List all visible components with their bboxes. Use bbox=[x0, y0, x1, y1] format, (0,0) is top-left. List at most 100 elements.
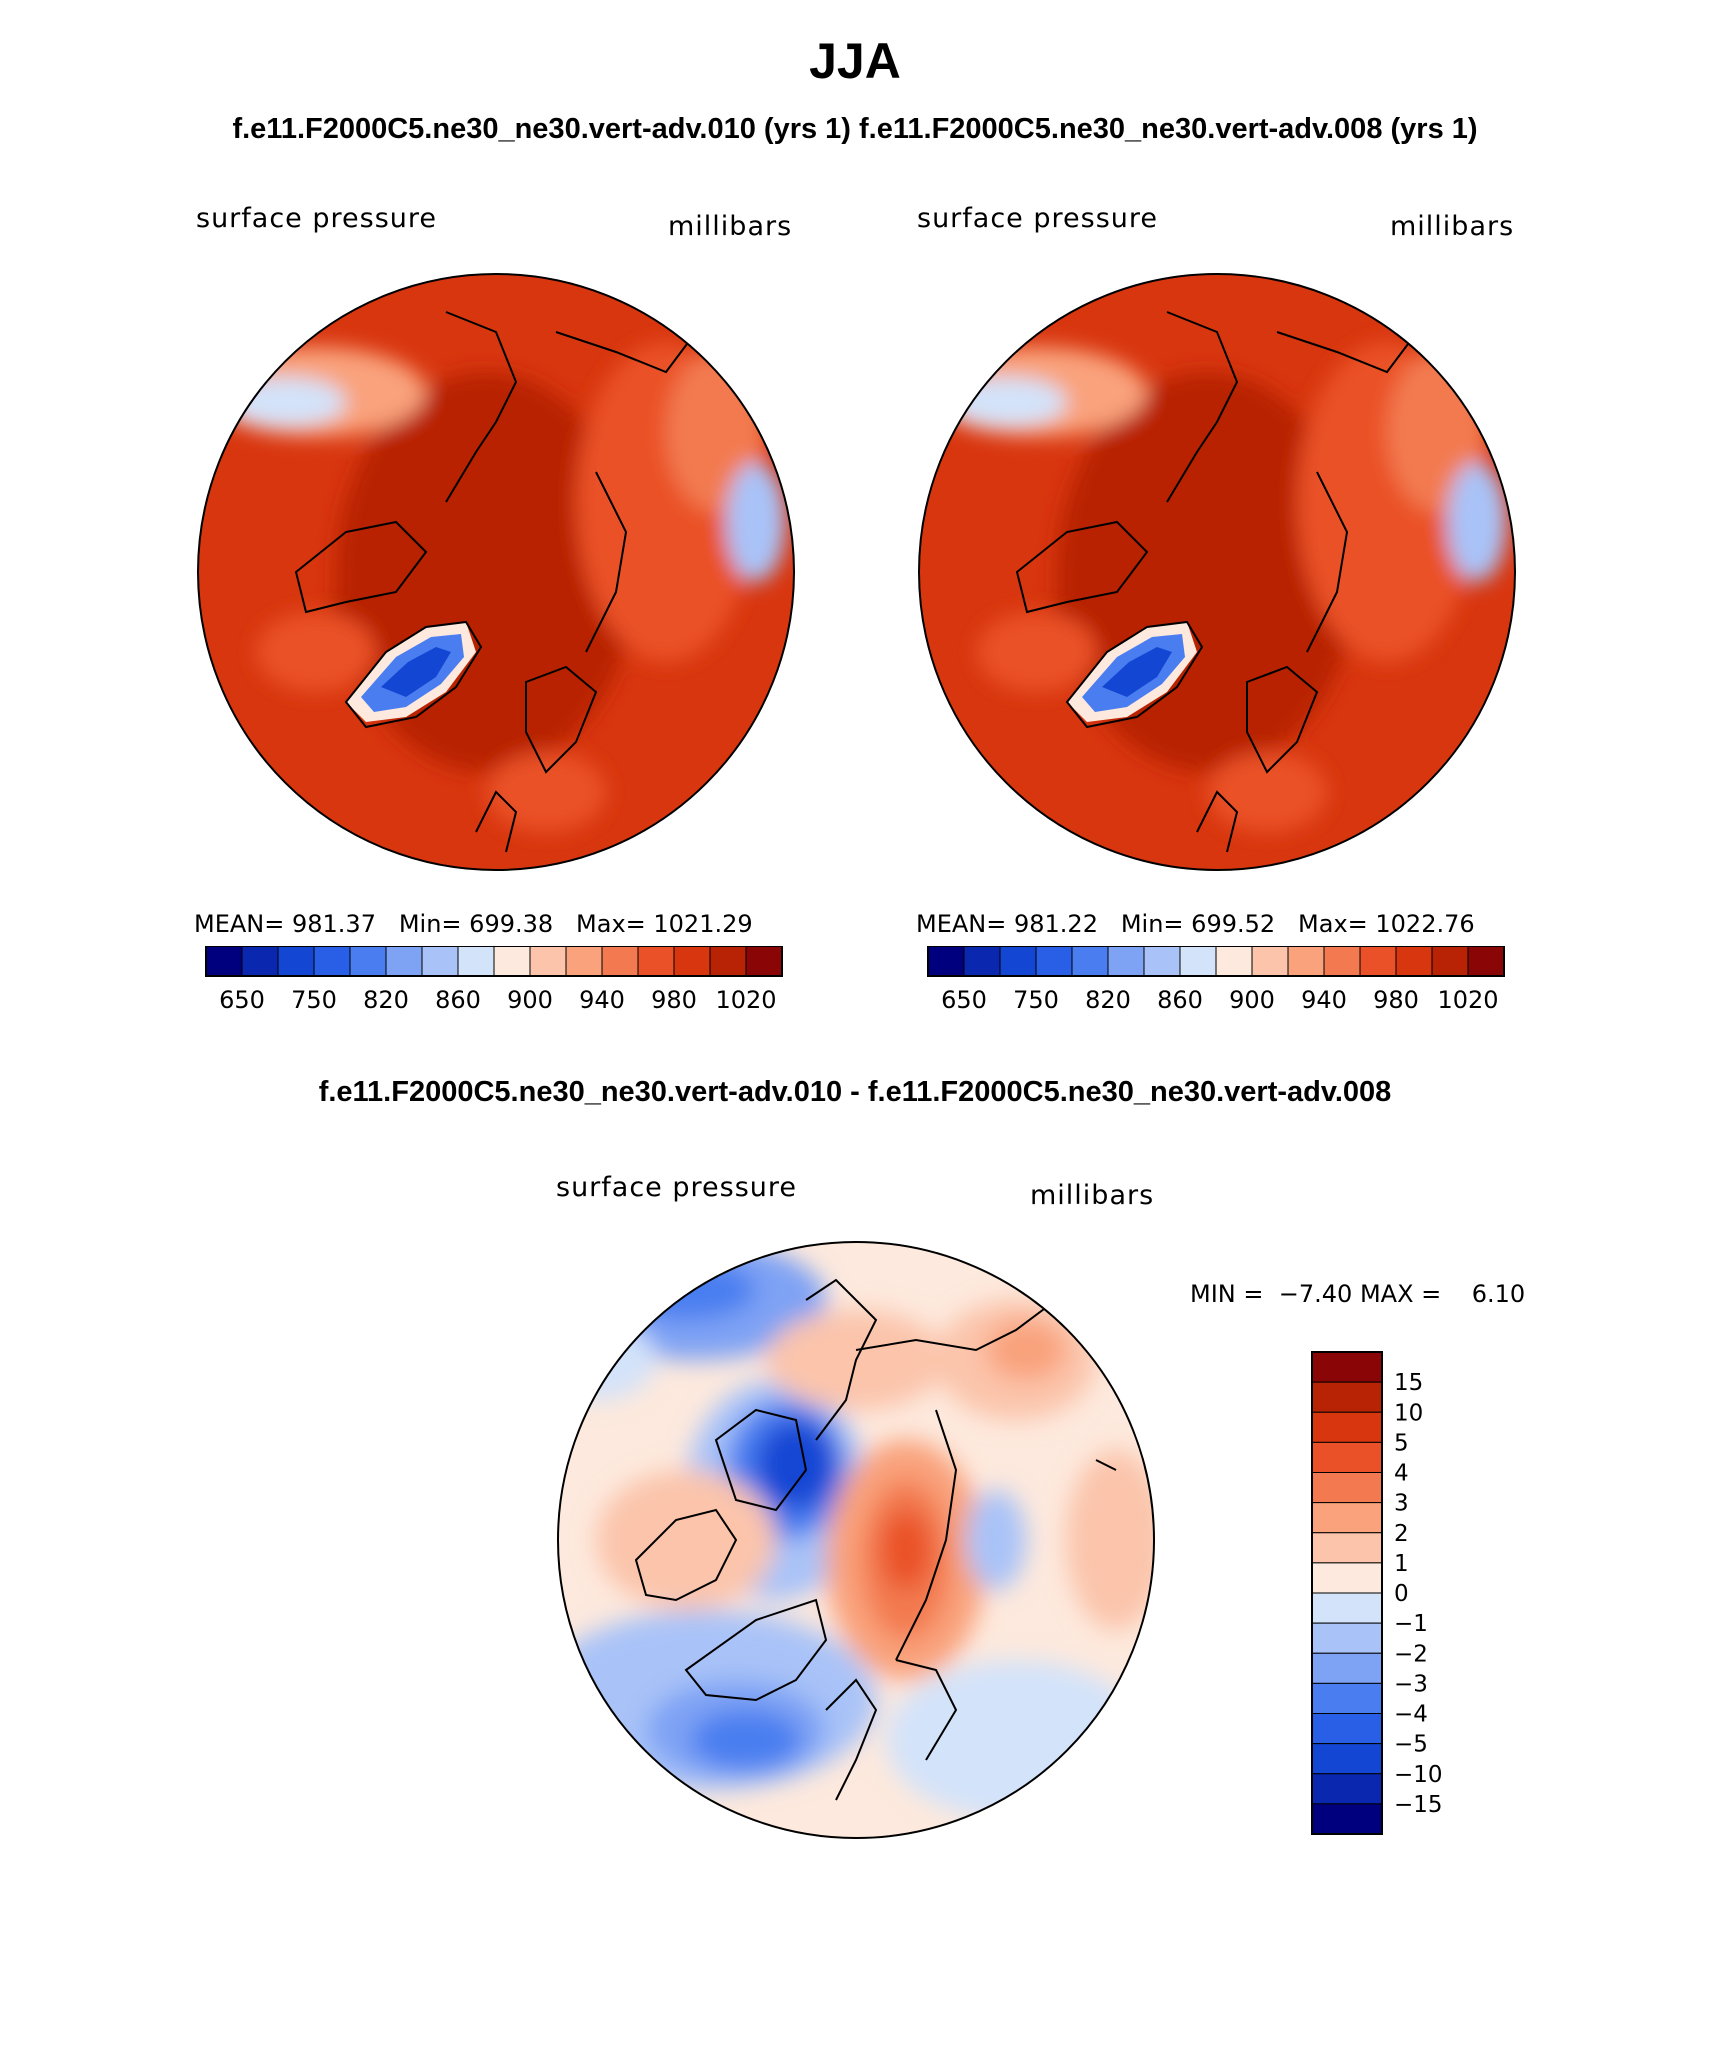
colorbar-abs-cell bbox=[205, 946, 243, 977]
colorbar-diff-tick-label: 3 bbox=[1394, 1491, 1409, 1517]
colorbar-abs-cell bbox=[1071, 946, 1109, 977]
panel1-units: millibars bbox=[668, 211, 793, 242]
colorbar-abs-cell bbox=[1215, 946, 1253, 977]
colorbar-abs-tick-label: 940 bbox=[1301, 986, 1347, 1014]
panel1-stats: MEAN= 981.37 Min= 699.38 Max= 1021.29 bbox=[194, 910, 753, 938]
colorbar-abs-tick-label: 650 bbox=[941, 986, 987, 1014]
colorbar-abs-cell bbox=[927, 946, 965, 977]
colorbar-abs-tick-label: 980 bbox=[1373, 986, 1419, 1014]
colorbar-diff-cell bbox=[1311, 1532, 1383, 1564]
colorbar-abs-cell bbox=[1359, 946, 1397, 977]
panel2-colorbar: 650 750 820 860 900 940 980 1020 bbox=[927, 946, 1505, 1014]
colorbar-abs-cell bbox=[385, 946, 423, 977]
colorbar-diff-cell bbox=[1311, 1743, 1383, 1775]
colorbar-abs-cell bbox=[1143, 946, 1181, 977]
colorbar-abs-cell bbox=[637, 946, 675, 977]
colorbar-abs-cell bbox=[601, 946, 639, 977]
colorbar-abs-tick-label: 750 bbox=[1013, 986, 1059, 1014]
panel2-coastlines bbox=[1015, 291, 1438, 853]
colorbar-abs-cell bbox=[1395, 946, 1433, 977]
colorbar-diff-cell bbox=[1311, 1381, 1383, 1413]
colorbar-abs-tick-label: 860 bbox=[435, 986, 481, 1014]
panel2-variable: surface pressure bbox=[917, 203, 1158, 234]
colorbar-diff-cell bbox=[1311, 1472, 1383, 1504]
colorbar-abs-cell bbox=[1431, 946, 1469, 977]
colorbar-diff-tick-label: −5 bbox=[1394, 1732, 1428, 1758]
colorbar-abs-tick-label: 860 bbox=[1157, 986, 1203, 1014]
colorbar-abs-cell bbox=[709, 946, 747, 977]
panel3-max-value: 6.10 bbox=[1471, 1280, 1526, 1308]
colorbar-abs-cell bbox=[963, 946, 1001, 977]
colorbar-diff-tick-label: 5 bbox=[1394, 1430, 1409, 1456]
colorbar-diff-cell bbox=[1311, 1351, 1383, 1383]
colorbar-abs-cell bbox=[1179, 946, 1217, 977]
colorbar-abs-tick-label: 1020 bbox=[1437, 986, 1498, 1014]
panel3-units: millibars bbox=[1030, 1180, 1155, 1211]
colorbar-abs-tick-label: 650 bbox=[219, 986, 265, 1014]
colorbar-abs-cell bbox=[1467, 946, 1505, 977]
colorbar-diff-tick-label: 15 bbox=[1394, 1370, 1423, 1396]
colorbar-diff-tick-label: 10 bbox=[1394, 1400, 1423, 1426]
panel3-map-border bbox=[557, 1241, 1155, 1839]
season-title: JJA bbox=[809, 33, 901, 89]
colorbar-abs-tick-label: 980 bbox=[651, 986, 697, 1014]
colorbar-diff-cell bbox=[1311, 1441, 1383, 1473]
colorbar-abs-cell bbox=[673, 946, 711, 977]
colorbar-abs-cell bbox=[529, 946, 567, 977]
colorbar-diff-tick-label: −4 bbox=[1394, 1702, 1428, 1728]
colorbar-diff-cell bbox=[1311, 1562, 1383, 1594]
colorbar-abs-tick-label: 820 bbox=[1085, 986, 1131, 1014]
difference-title: f.e11.F2000C5.ne30_ne30.vert-adv.010 - f… bbox=[318, 1076, 1392, 1108]
colorbar-abs-cell bbox=[493, 946, 531, 977]
colorbar-diff-tick-label: −10 bbox=[1394, 1762, 1443, 1788]
colorbar-abs-cell bbox=[421, 946, 459, 977]
colorbar-diff-tick-label: 0 bbox=[1394, 1581, 1409, 1607]
panel1-coastlines bbox=[294, 291, 717, 853]
panel3-variable: surface pressure bbox=[556, 1172, 797, 1203]
colorbar-diff-cell bbox=[1311, 1773, 1383, 1805]
panel3-min-value: −7.40 bbox=[1278, 1280, 1353, 1308]
colorbar-abs-cell bbox=[745, 946, 783, 977]
colorbar-abs-cell bbox=[999, 946, 1037, 977]
panel2-map bbox=[918, 273, 1516, 871]
colorbar-abs-cell bbox=[1323, 946, 1361, 977]
colorbar-abs-cell bbox=[349, 946, 387, 977]
panel3-coastlines bbox=[634, 1269, 1117, 1801]
colorbar-diff-cell bbox=[1311, 1713, 1383, 1745]
colorbar-diff-tick-label: 2 bbox=[1394, 1521, 1409, 1547]
colorbar-abs-tick-label: 940 bbox=[579, 986, 625, 1014]
colorbar-abs-cell bbox=[1035, 946, 1073, 977]
colorbar-abs-cell bbox=[1287, 946, 1325, 977]
colorbar-diff-cell bbox=[1311, 1682, 1383, 1714]
colorbar-abs-cell bbox=[1251, 946, 1289, 977]
colorbar-abs-cell bbox=[457, 946, 495, 977]
panel3-min-label: MIN = bbox=[1190, 1280, 1264, 1308]
colorbar-abs-tick-label: 900 bbox=[507, 986, 553, 1014]
panel1-map-border bbox=[197, 273, 795, 871]
colorbar-diff-tick-label: 1 bbox=[1394, 1551, 1409, 1577]
panel1-variable: surface pressure bbox=[196, 203, 437, 234]
colorbar-diff-tick-label: −3 bbox=[1394, 1671, 1428, 1697]
panel3-minmax: MIN = −7.40 MAX = 6.10 bbox=[1190, 1280, 1525, 1308]
colorbar-abs-tick-label: 900 bbox=[1229, 986, 1275, 1014]
panel3-max-label: MAX = bbox=[1359, 1280, 1442, 1308]
colorbar-diff-tick-label: −15 bbox=[1394, 1792, 1443, 1818]
colorbar-abs-cell bbox=[565, 946, 603, 977]
colorbar-diff-cell bbox=[1311, 1411, 1383, 1443]
colorbar-abs-cell bbox=[313, 946, 351, 977]
models-subtitle: f.e11.F2000C5.ne30_ne30.vert-adv.010 (yr… bbox=[232, 113, 1478, 145]
colorbar-diff-cell bbox=[1311, 1652, 1383, 1684]
colorbar-diff-tick-label: 4 bbox=[1394, 1461, 1409, 1487]
panel1-colorbar: 650 750 820 860 900 940 980 1020 bbox=[205, 946, 783, 1014]
colorbar-diff-tick-label: −2 bbox=[1394, 1641, 1428, 1667]
colorbar-abs-tick-label: 820 bbox=[363, 986, 409, 1014]
colorbar-diff-cell bbox=[1311, 1592, 1383, 1624]
colorbar-abs-cell bbox=[277, 946, 315, 977]
colorbar-abs-cell bbox=[241, 946, 279, 977]
panel2-units: millibars bbox=[1390, 211, 1515, 242]
colorbar-abs-cell bbox=[1107, 946, 1145, 977]
colorbar-diff-cell bbox=[1311, 1622, 1383, 1654]
colorbar-abs-tick-label: 750 bbox=[291, 986, 337, 1014]
panel3-map bbox=[557, 1241, 1155, 1839]
